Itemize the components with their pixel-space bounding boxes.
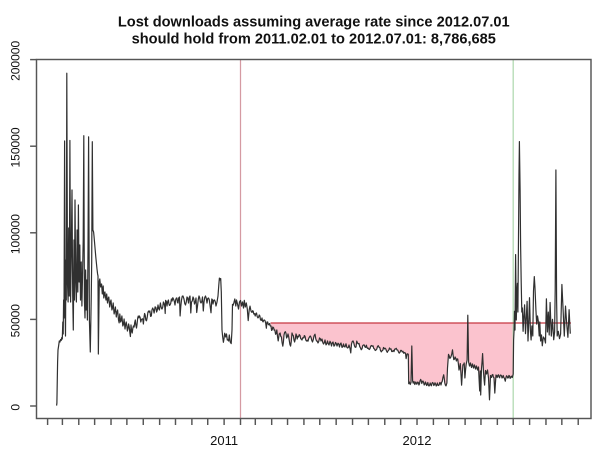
svg-text:2012: 2012: [403, 433, 432, 448]
svg-text:100000: 100000: [8, 214, 22, 254]
svg-text:150000: 150000: [8, 127, 22, 167]
svg-text:200000: 200000: [8, 41, 22, 81]
svg-text:Lost downloads assuming averag: Lost downloads assuming average rate sin…: [118, 15, 510, 31]
svg-text:0: 0: [8, 404, 22, 411]
svg-text:2011: 2011: [210, 433, 238, 448]
svg-text:should hold from 2011.02.01 to: should hold from 2011.02.01 to 2012.07.0…: [132, 32, 496, 48]
svg-text:50000: 50000: [8, 304, 22, 338]
